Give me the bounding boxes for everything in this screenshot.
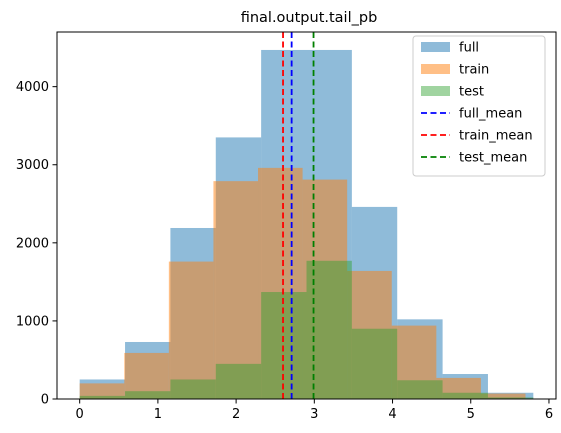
test-bar-8	[442, 392, 488, 399]
train-bar-1	[124, 352, 169, 399]
legend-label-full_mean: full_mean	[459, 107, 522, 122]
x-tick-label-6: 6	[545, 407, 553, 422]
train-bar-5	[302, 179, 348, 399]
test-bar-9	[487, 397, 534, 399]
train-bar-0	[79, 383, 125, 399]
legend-swatch-test	[421, 86, 450, 96]
legend-swatch-train	[421, 64, 450, 74]
test-bar-1	[125, 391, 171, 399]
test-bar-0	[79, 395, 126, 399]
train-bar-7	[391, 325, 437, 399]
plot-frame	[56, 31, 557, 400]
train-bar-4	[258, 167, 303, 399]
test-bar-6	[351, 328, 398, 399]
train-bar-2	[168, 261, 214, 399]
x-tick-label-0: 0	[76, 407, 84, 422]
axes-layer: 0 1 2 3 4 5 6 0 1000 2000 3000 4000	[16, 31, 557, 422]
y-tick-label-1: 1000	[16, 314, 49, 329]
train-bar-3	[213, 181, 259, 399]
test-bar-2	[170, 379, 216, 399]
train-bar-8	[436, 377, 481, 399]
y-tick-label-0: 0	[41, 393, 49, 408]
legend-label-test: test	[459, 85, 484, 100]
y-tick-label-3: 3000	[16, 158, 49, 173]
mean-lines-layer	[282, 32, 315, 399]
x-tick-label-1: 1	[154, 407, 162, 422]
y-tick-label-2: 2000	[16, 236, 49, 251]
test-bar-7	[397, 380, 443, 399]
train-bar-9	[480, 393, 526, 399]
y-tick-label-4: 4000	[16, 80, 49, 95]
legend-swatch-full	[421, 42, 450, 52]
legend-label-test_mean: test_mean	[459, 151, 527, 166]
x-tick-label-3: 3	[310, 407, 318, 422]
legend-label-train_mean: train_mean	[459, 129, 533, 144]
legend-label-full: full	[459, 41, 479, 56]
x-tick-label-2: 2	[232, 407, 240, 422]
chart-title: final.output.tail_pb	[241, 10, 378, 26]
x-tick-label-5: 5	[467, 407, 475, 422]
legend: full train test full_mean train_mean test_mea…	[412, 35, 546, 177]
x-tick-label-4: 4	[388, 407, 396, 422]
train-bar-6	[347, 270, 392, 399]
legend-label-train: train	[459, 63, 489, 78]
test-bar-3	[215, 363, 262, 399]
